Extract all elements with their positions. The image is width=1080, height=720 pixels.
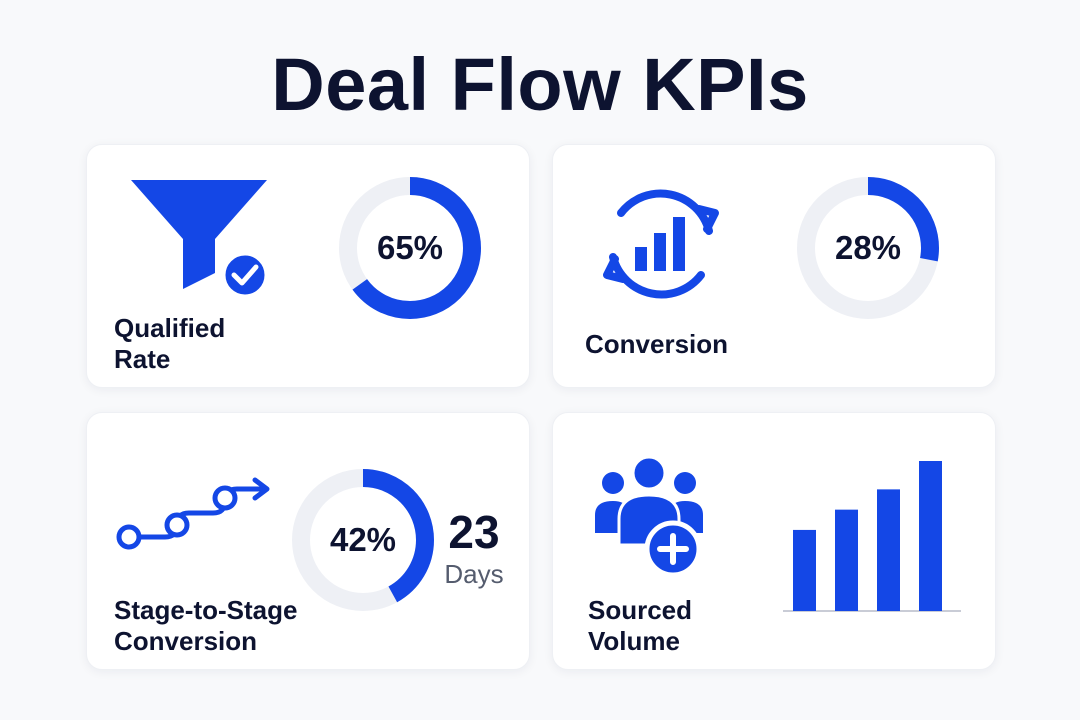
kpi-card-conversion: Conversion 28% [552, 144, 996, 388]
progress-ring: 42% [292, 469, 434, 611]
kpi-label: Conversion [585, 329, 729, 359]
page-title: Deal Flow KPIs [271, 43, 809, 126]
kpi-label: Stage-to-Stage Conversion [114, 595, 298, 656]
bar-3 [877, 489, 900, 611]
percent-value: 65% [376, 229, 444, 266]
percent-value: 42% [329, 521, 397, 558]
stage-path-icon [116, 477, 270, 550]
bar-2 [835, 509, 858, 611]
kpi-card-sourced-volume: Sourced Volume [552, 412, 996, 670]
kpi-card-qualified-rate: Qualified Rate 65% [86, 144, 530, 388]
funnel-check-icon [131, 180, 270, 300]
kpi-label: Qualified Rate [114, 313, 226, 374]
kpi-label: Sourced Volume [588, 595, 693, 656]
progress-ring: 65% [339, 177, 481, 319]
days-value: 23 [448, 506, 500, 558]
bar-1 [793, 529, 816, 611]
progress-ring: 28% [797, 177, 939, 319]
cycle-bar-chart-icon [603, 189, 719, 299]
percent-value: 28% [834, 229, 902, 266]
bar-4 [919, 461, 942, 611]
users-add-icon [595, 455, 703, 578]
days-unit: Days [444, 559, 504, 589]
kpi-card-stage-to-stage: Stage-to-Stage Conversion 42% 23 Days [86, 412, 530, 670]
mini-bar-chart [783, 461, 961, 612]
